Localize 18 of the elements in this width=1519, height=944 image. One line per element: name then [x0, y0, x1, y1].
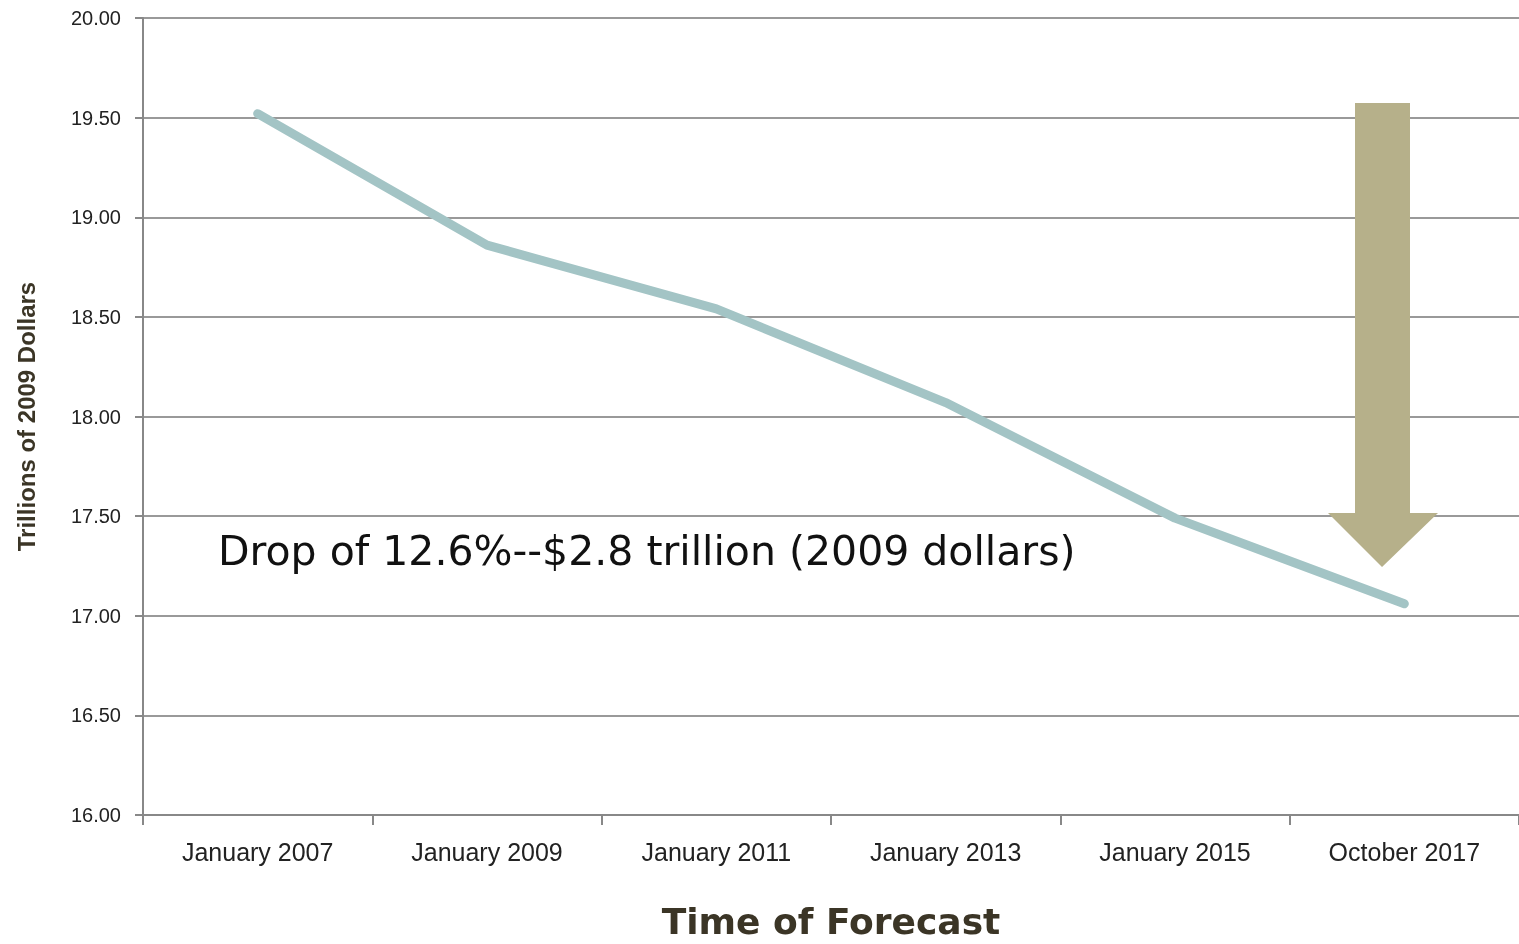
y-axis-title: Trillions of 2009 Dollars: [12, 281, 40, 552]
y-tick-label: 17.50: [70, 505, 121, 528]
x-tick-label: October 2017: [1328, 837, 1481, 866]
x-tick-label: January 2015: [1099, 837, 1251, 866]
y-tick-label: 18.00: [70, 405, 121, 428]
y-tick-label: 18.50: [70, 305, 121, 328]
y-tick-label: 17.00: [70, 604, 121, 627]
y-tick-label: 19.00: [70, 206, 121, 229]
x-axis-title: Time of Forecast: [661, 900, 1001, 942]
x-tick-label: January 2013: [869, 837, 1022, 866]
x-tick-label: January 2011: [641, 837, 792, 866]
annotation: Drop of 12.6%--$2.8 trillion (2009 dollars): [218, 526, 1076, 575]
x-tick-label: January 2009: [411, 837, 563, 866]
y-tick-label: 19.50: [70, 106, 121, 129]
y-tick-label: 16.50: [70, 704, 121, 727]
y-tick-label: 20.00: [70, 7, 121, 29]
y-tick-label: 16.00: [70, 804, 121, 826]
x-tick-label: January 2007: [181, 837, 334, 866]
